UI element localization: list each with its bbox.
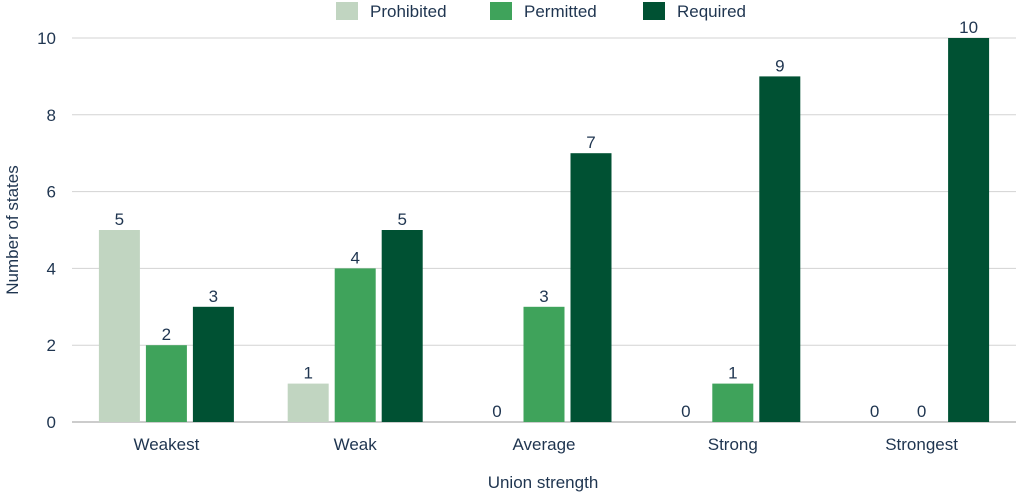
bar-required-strong bbox=[759, 76, 801, 423]
legend-label-prohibited: Prohibited bbox=[370, 2, 447, 21]
bar-prohibited-weakest bbox=[98, 230, 140, 422]
data-label: 5 bbox=[397, 210, 406, 229]
x-tick-label: Strong bbox=[708, 435, 758, 454]
legend-label-required: Required bbox=[677, 2, 746, 21]
x-tick-label: Weak bbox=[334, 435, 378, 454]
data-label: 9 bbox=[775, 56, 784, 75]
data-label: 7 bbox=[586, 133, 595, 152]
data-label: 2 bbox=[162, 325, 171, 344]
data-label: 0 bbox=[917, 402, 926, 421]
y-tick-label: 0 bbox=[47, 413, 56, 432]
x-tick-label: Weakest bbox=[133, 435, 199, 454]
x-axis-title: Union strength bbox=[488, 473, 599, 492]
bar-permitted-weak bbox=[334, 268, 376, 422]
y-tick-label: 10 bbox=[37, 29, 56, 48]
y-tick-label: 8 bbox=[47, 106, 56, 125]
x-tick-label: Strongest bbox=[885, 435, 958, 454]
data-label: 1 bbox=[303, 364, 312, 383]
data-label: 4 bbox=[350, 248, 359, 267]
x-axis-ticks: Weakest Weak Average Strong Strongest bbox=[133, 435, 958, 454]
legend-swatch-required bbox=[643, 2, 665, 20]
bar-required-average bbox=[570, 153, 612, 422]
data-label: 10 bbox=[959, 18, 978, 37]
bar-permitted-weakest bbox=[145, 345, 187, 422]
data-label: 0 bbox=[681, 402, 690, 421]
bar-required-weak bbox=[381, 230, 423, 422]
y-axis-ticks: 0 2 4 6 8 10 bbox=[37, 29, 56, 432]
bar-required-strongest bbox=[948, 38, 990, 422]
data-label: 0 bbox=[870, 402, 879, 421]
data-label: 0 bbox=[492, 402, 501, 421]
x-tick-label: Average bbox=[512, 435, 575, 454]
data-label: 3 bbox=[209, 287, 218, 306]
legend-swatch-permitted bbox=[490, 2, 512, 20]
legend: Prohibited Permitted Required bbox=[336, 2, 746, 21]
bar-permitted-average bbox=[523, 306, 565, 422]
bars bbox=[98, 38, 990, 423]
data-label: 5 bbox=[115, 210, 124, 229]
data-labels: 5 2 3 1 4 5 0 3 7 0 1 9 0 0 10 bbox=[115, 18, 978, 421]
y-axis-title: Number of states bbox=[3, 165, 22, 294]
legend-swatch-prohibited bbox=[336, 2, 358, 20]
data-label: 3 bbox=[539, 287, 548, 306]
bar-prohibited-weak bbox=[287, 383, 329, 422]
y-tick-label: 2 bbox=[47, 336, 56, 355]
bar-permitted-strong bbox=[712, 383, 754, 422]
bar-required-weakest bbox=[192, 306, 234, 422]
legend-label-permitted: Permitted bbox=[524, 2, 597, 21]
y-tick-label: 6 bbox=[47, 183, 56, 202]
data-label: 1 bbox=[728, 364, 737, 383]
y-tick-label: 4 bbox=[47, 259, 56, 278]
